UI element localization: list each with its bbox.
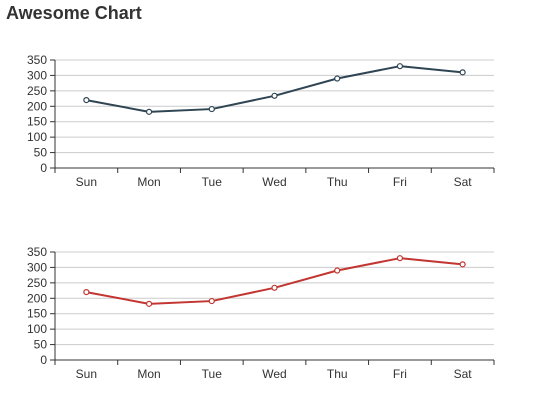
y-tick-label: 300 (27, 260, 47, 274)
x-tick-label: Sat (454, 175, 473, 189)
x-tick-label: Thu (327, 367, 348, 381)
y-tick-label: 0 (40, 161, 47, 175)
data-point[interactable] (271, 92, 278, 99)
x-tick-label: Sun (76, 367, 97, 381)
data-point[interactable] (83, 289, 90, 296)
chart-title: Awesome Chart (6, 3, 142, 23)
y-tick-label: 150 (27, 115, 47, 129)
y-tick-label: 150 (27, 307, 47, 321)
x-tick-label: Fri (393, 367, 407, 381)
x-tick-label: Tue (202, 367, 223, 381)
y-tick-label: 350 (27, 245, 47, 259)
y-tick-label: 100 (27, 322, 47, 336)
y-tick-label: 200 (27, 291, 47, 305)
data-point[interactable] (334, 75, 341, 82)
x-tick-label: Tue (202, 175, 223, 189)
x-tick-label: Sun (76, 175, 97, 189)
y-tick-label: 100 (27, 130, 47, 144)
data-point[interactable] (208, 105, 215, 113)
x-tick-label: Mon (137, 367, 160, 381)
series-line (86, 257, 463, 305)
y-tick-label: 300 (27, 68, 47, 82)
data-point[interactable] (459, 261, 466, 268)
series-line (86, 65, 463, 113)
data-point[interactable] (83, 97, 90, 104)
y-tick-label: 250 (27, 84, 47, 98)
x-tick-label: Wed (262, 367, 286, 381)
y-tick-label: 250 (27, 276, 47, 290)
data-point[interactable] (271, 284, 278, 291)
y-tick-label: 0 (40, 353, 47, 367)
x-tick-label: Wed (262, 175, 286, 189)
data-point[interactable] (208, 297, 215, 305)
data-point[interactable] (145, 300, 153, 307)
data-point[interactable] (396, 255, 404, 262)
data-point[interactable] (459, 69, 466, 76)
data-point[interactable] (145, 108, 153, 115)
x-tick-label: Mon (137, 175, 160, 189)
y-tick-label: 50 (34, 338, 48, 352)
y-tick-label: 50 (34, 146, 48, 160)
x-tick-label: Thu (327, 175, 348, 189)
data-point[interactable] (396, 63, 404, 70)
y-tick-label: 350 (27, 53, 47, 67)
x-tick-label: Sat (454, 367, 473, 381)
data-point[interactable] (334, 267, 341, 274)
y-tick-label: 200 (27, 99, 47, 113)
x-tick-label: Fri (393, 175, 407, 189)
